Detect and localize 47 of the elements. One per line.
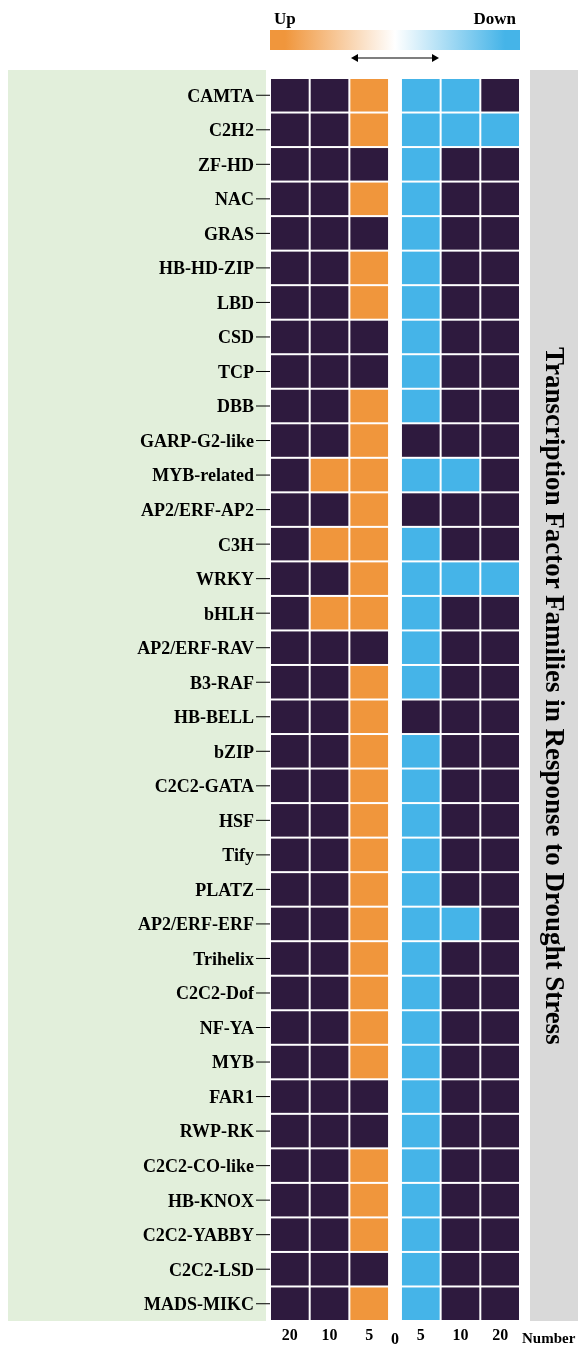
x-tick-label: 5 (365, 1326, 374, 1344)
x-tick-label: 10 (321, 1326, 338, 1344)
y-tick-label: B3-RAF (190, 672, 254, 693)
y-tick-label: GARP-G2-like (140, 430, 254, 451)
y-tick-label: CAMTA (187, 85, 254, 106)
text: 0 (390, 1330, 400, 1348)
y-tick-label: GRAS (203, 223, 254, 244)
y-tick-label: MADS-MIKC (144, 1294, 254, 1315)
x-tick-label: 5 (416, 1326, 425, 1344)
y-tick-label: Trihelix (193, 948, 254, 969)
y-tick-label: AP2/ERF-AP2 (141, 499, 254, 520)
y-tick-label: AP2/ERF-ERF (138, 914, 254, 935)
y-tick-label: C2C2-YABBY (142, 1225, 254, 1246)
y-tick-label: Tify (222, 845, 254, 866)
y-tick-label: PLATZ (195, 879, 254, 900)
y-tick-label: MYB-related (152, 465, 254, 486)
y-tick-label: C3H (218, 534, 254, 555)
y-tick-label: TCP (218, 361, 254, 382)
y-tick-label: MYB (212, 1052, 254, 1073)
y-tick-label: HB-HD-ZIP (158, 258, 254, 279)
y-tick-label: C2C2-LSD (168, 1259, 254, 1280)
y-tick-label: LBD (216, 292, 254, 313)
y-tick-label: NF-YA (199, 1017, 254, 1038)
y-tick-label: RWP-RK (179, 1121, 254, 1142)
y-axis-title: Transcription Factor Families in Response to Drought Stress (538, 346, 570, 1045)
y-tick-label: C2H2 (209, 120, 254, 141)
y-tick-label: DBB (216, 396, 254, 417)
y-tick-label: HSF (218, 810, 254, 831)
y-tick-label: FAR1 (209, 1086, 254, 1107)
x-tick-label: 20 (281, 1326, 298, 1344)
y-tick-label: AP2/ERF-RAV (137, 638, 254, 659)
color-bar-label: Up (274, 9, 296, 28)
y-tick-label: ZF-HD (198, 154, 254, 175)
y-tick-label: C2C2-GATA (154, 776, 254, 797)
y-tick-label: C2C2-CO-like (143, 1156, 254, 1177)
y-tick-label: WRKY (196, 569, 254, 590)
y-tick-label: bHLH (203, 603, 254, 624)
y-tick-label: HB-BELL (173, 707, 254, 728)
x-axis-title: Number (522, 1330, 576, 1347)
y-tick-label: NAC (215, 189, 254, 210)
color-bar-label: Down (473, 9, 517, 28)
y-tick-label: CSD (217, 327, 254, 348)
x-tick-label: 10 (452, 1326, 469, 1344)
y-tick-label: bZIP (213, 741, 254, 762)
y-tick-label: HB-KNOX (167, 1190, 254, 1211)
x-tick-label: 20 (492, 1326, 509, 1344)
y-tick-label: C2C2-Dof (176, 983, 255, 1004)
